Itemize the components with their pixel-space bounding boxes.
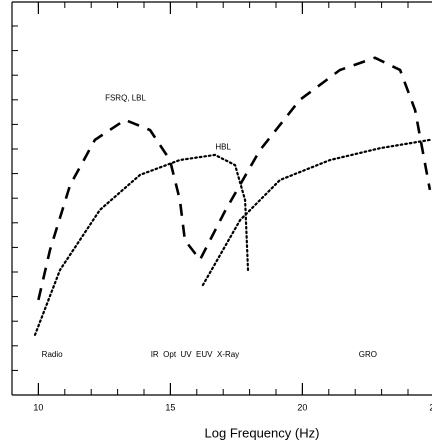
series-label: HBL — [215, 143, 231, 152]
series-line — [33, 138, 431, 336]
series-label: FSRQ, LBL — [105, 93, 146, 102]
x-tick-label: 20 — [297, 402, 307, 412]
x-tick-label: 15 — [165, 402, 175, 412]
plot-frame — [11, 1, 432, 396]
x-tick-label: 25 — [429, 402, 432, 412]
annotation: GRO — [359, 350, 377, 359]
x-tick-label: 10 — [33, 402, 43, 412]
annotation: IR Opt UV EUV X-Ray — [151, 350, 239, 359]
x-axis-label: Log Frequency (Hz) — [205, 425, 320, 440]
annotation: Radio — [42, 350, 63, 359]
series-line — [37, 56, 432, 301]
